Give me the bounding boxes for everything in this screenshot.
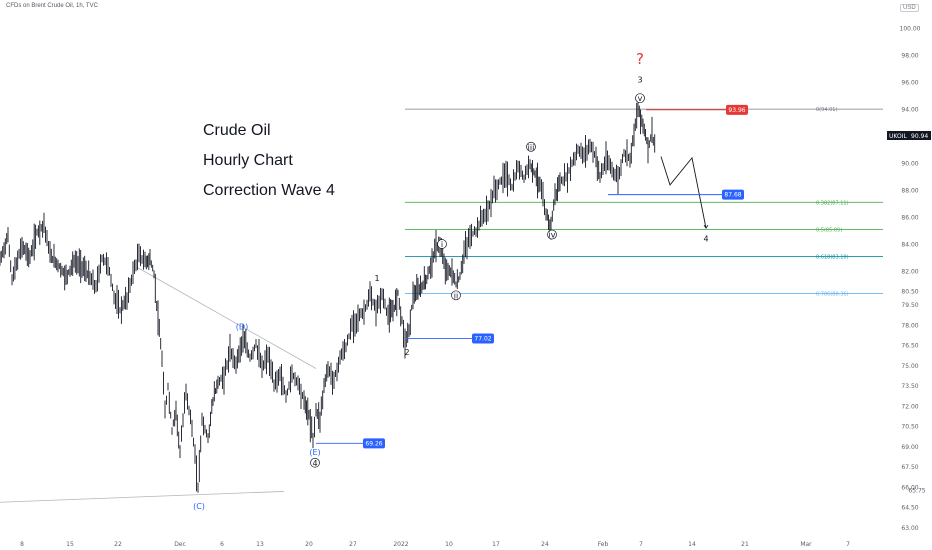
fibonacci-retracement: 0(94.01) 0.382(87.11) 0.5(85.09) 0.618(83.1… [405,107,883,297]
wave-label: 4 [312,459,317,468]
y-tick-label: 80.50 [901,289,918,296]
wave-label: (D) [236,322,248,331]
current-price-label: 65.75 [908,488,925,495]
wave-label: iv [549,231,556,240]
wave-label: 1 [374,274,379,283]
projection-arrowhead [703,224,709,229]
fib-level-label: 0.618(83.10) [816,254,849,260]
wave-label-circle [526,141,536,152]
wave-label-circle [635,93,645,104]
wave-label-circle [547,229,557,240]
x-tick-label: 22 [114,541,122,548]
wave-label-circle [310,457,320,468]
wave-label: v [638,94,643,103]
wave-label: 2 [404,348,409,357]
y-tick-label: 90.00 [901,160,918,167]
x-tick-label: 21 [741,541,749,548]
y-tick-label: 88.00 [901,187,918,194]
y-tick-label: 73.50 [901,383,918,390]
x-tick-label: 7 [639,541,643,548]
x-tick-label: 8 [20,541,24,548]
fib-level-label: 0.786(80.36) [816,291,849,297]
x-tick-label: 20 [305,541,313,548]
symbol-tag-name: UKOIL [889,133,907,140]
y-tick-label: 63.00 [901,525,918,532]
y-tick-label: 96.00 [901,79,918,86]
y-tick-label: 69.00 [901,444,918,451]
x-tick-label: 13 [256,541,264,548]
note-title: Crude Oil [203,122,271,139]
wave-label: 3 [637,75,642,84]
chart-symbol-title: CFDs on Brent Crude Oil, 1h, TVC [6,3,98,9]
price-axis: 100.0098.0096.0094.0092.0090.0088.0086.0… [900,25,926,532]
fib-level-label: 0.5(85.09) [816,228,842,234]
y-tick-label: 94.00 [901,106,918,113]
x-tick-label: Mar [800,541,812,548]
price-marker-label: 69.26 [365,440,382,447]
wave-label: 4 [703,235,708,244]
y-tick-label: 76.50 [901,343,918,350]
symbol-price-tag: UKOIL 90.94 [887,131,931,140]
currency-button[interactable]: USD [900,4,919,12]
trend-line [136,266,317,369]
x-tick-label: Feb [598,541,609,548]
y-tick-label: 72.00 [901,403,918,410]
x-tick-label: 14 [688,541,696,548]
y-tick-label: 86.00 [901,214,918,221]
y-tick-label: 75.00 [901,363,918,370]
trend-lines [0,266,317,503]
x-tick-label: 10 [445,541,453,548]
question-mark: ? [636,50,644,68]
wave-label: iii [528,143,535,152]
symbol-tag-price: 90.94 [911,133,928,140]
x-tick-label: 17 [492,541,500,548]
price-markers: 93.96 87.68 77.02 69.26 [316,104,748,449]
price-marker-label: 87.68 [724,192,741,199]
candles [0,98,656,493]
y-tick-label: 84.00 [901,241,918,248]
x-tick-label: 24 [541,541,549,548]
x-tick-label: 7 [846,541,850,548]
price-marker-badge [726,104,748,115]
trend-line [0,491,285,503]
projection-line [660,156,707,229]
wave-label: (C) [193,502,205,511]
y-tick-label: 66.00 [901,484,918,491]
x-tick-label: 2022 [393,541,408,548]
price-marker-badge [722,189,744,200]
fib-level-label: 0(94.01) [816,107,837,113]
projection-path [660,156,709,229]
price-marker-label: 77.02 [474,336,491,343]
y-tick-label: 67.50 [901,464,918,471]
y-tick-label: 82.00 [901,268,918,275]
price-marker-badge [363,438,385,449]
y-tick-label: 78.00 [901,322,918,329]
time-axis: 8 15 22 Dec 6 13 20 27 2022 10 17 24 Feb 7 14 21 Mar 7 [20,541,850,548]
x-tick-label: 15 [66,541,74,548]
fib-level-label: 0.382(87.11) [816,200,849,206]
x-tick-label: Dec [174,541,186,548]
wave-label-circle [437,239,447,249]
note-correction: Correction Wave 4 [203,182,335,199]
x-tick-label: 27 [349,541,357,548]
wave-label: i [441,240,443,249]
wave-label-circle [451,290,461,301]
y-tick-label: 79.50 [901,302,918,309]
x-tick-label: 6 [220,541,224,548]
y-tick-label: 100.00 [900,25,921,32]
price-marker-label: 93.96 [728,107,745,114]
price-marker-badge [472,333,494,344]
y-tick-label: 98.00 [901,52,918,59]
wave-label: (E) [309,448,320,457]
y-tick-label: 64.50 [901,505,918,512]
y-tick-label: 70.50 [901,424,918,431]
note-timeframe: Hourly Chart [203,152,293,169]
wave-label: ii [454,291,458,300]
